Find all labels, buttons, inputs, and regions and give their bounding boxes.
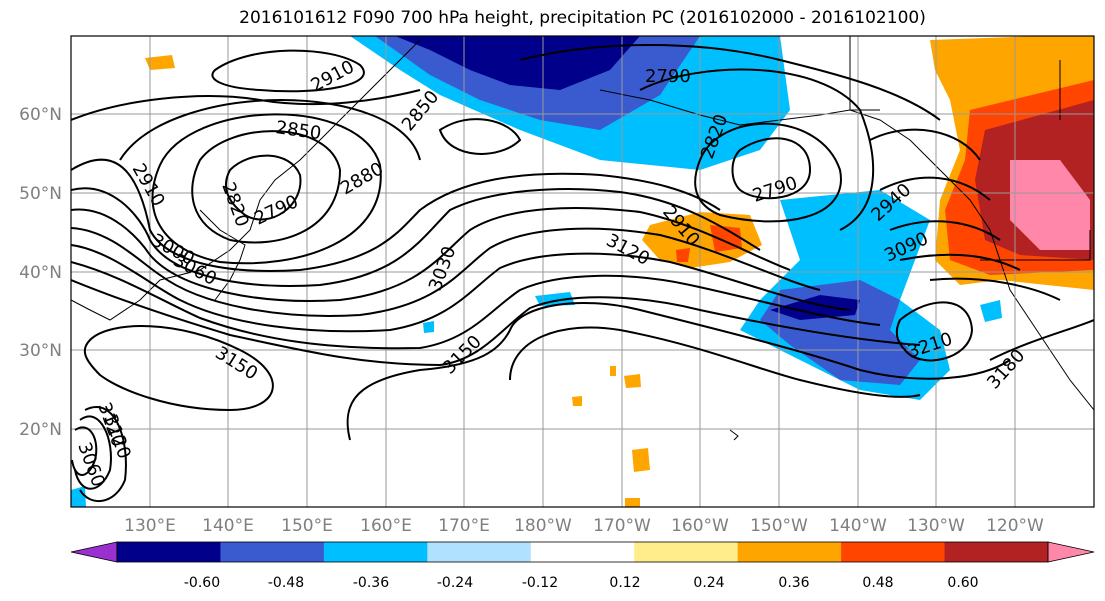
lat-label: 40°N (19, 263, 62, 283)
lat-label: 20°N (19, 420, 62, 440)
colorbar-extend-min (70, 541, 118, 563)
colorbar: -0.60 -0.48 -0.36 -0.24 -0.12 0.12 0.24 … (70, 541, 1095, 591)
lon-label: 140°E (202, 516, 254, 536)
colorbar-tick-label: 0.36 (778, 575, 809, 591)
graticule (71, 36, 1094, 507)
lon-label: 180°W (514, 516, 572, 536)
colorbar-swatch (841, 542, 946, 562)
colorbar-tick-label: 0.48 (862, 575, 893, 591)
figure-title: 2016101612 F090 700 hPa height, precipit… (239, 8, 926, 28)
lon-label: 130°W (907, 516, 965, 536)
colorbar-swatch (737, 542, 842, 562)
lon-label: 170°W (593, 516, 651, 536)
longitude-labels: 130°E 140°E 150°E 160°E 170°E 180°W 170°… (124, 516, 1044, 536)
lat-label: 60°N (19, 105, 62, 125)
colorbar-swatches (70, 541, 1095, 563)
colorbar-tick-label: 0.24 (693, 575, 724, 591)
lon-label: 170°E (438, 516, 490, 536)
colorbar-swatch (323, 542, 428, 562)
colorbar-swatch (427, 542, 532, 562)
lon-label: 150°W (750, 516, 808, 536)
map-panel: 2910 2850 2850 2820 2790 2880 2910 3000 … (70, 35, 1095, 508)
precip-positive-fill (145, 36, 1094, 507)
latitude-labels: 20°N 30°N 40°N 50°N 60°N (19, 105, 62, 440)
colorbar-swatch (220, 542, 325, 562)
lon-label: 140°W (829, 516, 887, 536)
lat-label: 30°N (19, 341, 62, 361)
colorbar-tick-label: 0.12 (609, 575, 640, 591)
coastlines (71, 36, 1094, 441)
contour-label: 2790 (645, 66, 691, 87)
colorbar-extend-max (1047, 541, 1095, 563)
colorbar-tick-label: -0.12 (522, 575, 558, 591)
lon-label: 160°W (671, 516, 729, 536)
lon-label: 120°W (986, 516, 1044, 536)
colorbar-tick-label: -0.24 (437, 575, 473, 591)
colorbar-swatch (117, 542, 221, 562)
colorbar-tick-label: -0.36 (353, 575, 389, 591)
colorbar-swatch (634, 542, 739, 562)
precip-negative-fill (71, 36, 1002, 507)
colorbar-tick-label: -0.48 (268, 575, 304, 591)
lon-label: 160°E (360, 516, 412, 536)
colorbar-tick-label: -0.60 (184, 575, 220, 591)
colorbar-tick-labels: -0.60 -0.48 -0.36 -0.24 -0.12 0.12 0.24 … (184, 575, 979, 591)
height-contours (71, 44, 1094, 503)
colorbar-swatch (944, 542, 1049, 562)
colorbar-swatch (530, 542, 635, 562)
lon-label: 130°E (124, 516, 176, 536)
colorbar-outline (116, 541, 1049, 563)
colorbar-tick-label: 0.60 (947, 575, 978, 591)
lat-label: 50°N (19, 184, 62, 204)
lon-label: 150°E (281, 516, 333, 536)
